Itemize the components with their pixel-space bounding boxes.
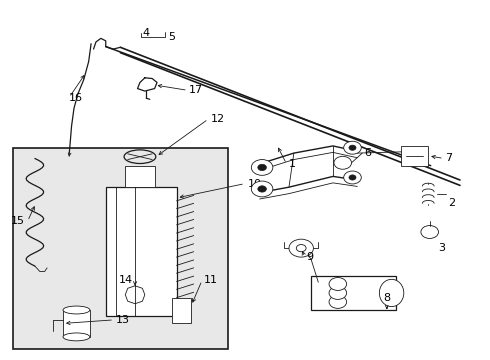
- Text: 1: 1: [289, 159, 296, 169]
- Bar: [401, 146, 428, 166]
- Circle shape: [343, 171, 361, 184]
- Bar: [63, 310, 90, 337]
- Bar: [172, 298, 191, 323]
- Text: 14: 14: [119, 275, 133, 285]
- Circle shape: [251, 159, 273, 175]
- Circle shape: [251, 181, 273, 197]
- Circle shape: [329, 278, 346, 291]
- Text: 15: 15: [11, 216, 25, 226]
- Text: 13: 13: [116, 315, 129, 325]
- Text: 5: 5: [168, 32, 175, 41]
- Circle shape: [258, 186, 267, 192]
- Text: 9: 9: [306, 252, 313, 262]
- Text: 16: 16: [69, 93, 83, 103]
- Bar: [311, 276, 396, 310]
- Text: 10: 10: [247, 179, 262, 189]
- Circle shape: [329, 296, 346, 309]
- Ellipse shape: [379, 279, 404, 307]
- Text: 3: 3: [438, 243, 445, 253]
- Text: 2: 2: [448, 198, 455, 208]
- Ellipse shape: [63, 306, 90, 314]
- Ellipse shape: [63, 333, 90, 341]
- Circle shape: [289, 239, 314, 257]
- Circle shape: [343, 141, 361, 154]
- Text: 4: 4: [143, 28, 150, 38]
- Text: 6: 6: [365, 148, 372, 158]
- Bar: [106, 187, 176, 316]
- Text: 12: 12: [211, 114, 225, 124]
- Text: 11: 11: [203, 275, 218, 285]
- Bar: [13, 148, 228, 348]
- Text: 8: 8: [383, 293, 390, 303]
- Circle shape: [349, 145, 356, 150]
- Bar: [125, 166, 155, 187]
- Text: 7: 7: [445, 153, 452, 163]
- Circle shape: [258, 164, 267, 171]
- Circle shape: [349, 175, 356, 180]
- Circle shape: [329, 287, 346, 300]
- Text: 17: 17: [189, 85, 203, 95]
- Circle shape: [334, 156, 351, 169]
